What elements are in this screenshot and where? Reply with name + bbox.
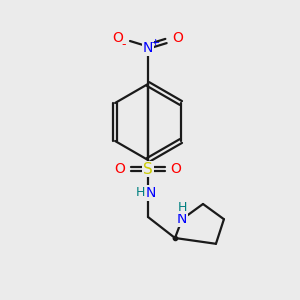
Text: -: - bbox=[122, 38, 126, 52]
Text: O: O bbox=[171, 162, 182, 176]
Text: S: S bbox=[143, 161, 153, 176]
Text: O: O bbox=[112, 31, 123, 45]
Text: N: N bbox=[143, 41, 153, 55]
Text: H: H bbox=[135, 187, 145, 200]
Text: O: O bbox=[115, 162, 125, 176]
Text: O: O bbox=[172, 31, 183, 45]
Text: N: N bbox=[146, 186, 156, 200]
Text: +: + bbox=[150, 38, 160, 48]
Text: N: N bbox=[177, 212, 187, 226]
Text: H: H bbox=[177, 201, 187, 214]
